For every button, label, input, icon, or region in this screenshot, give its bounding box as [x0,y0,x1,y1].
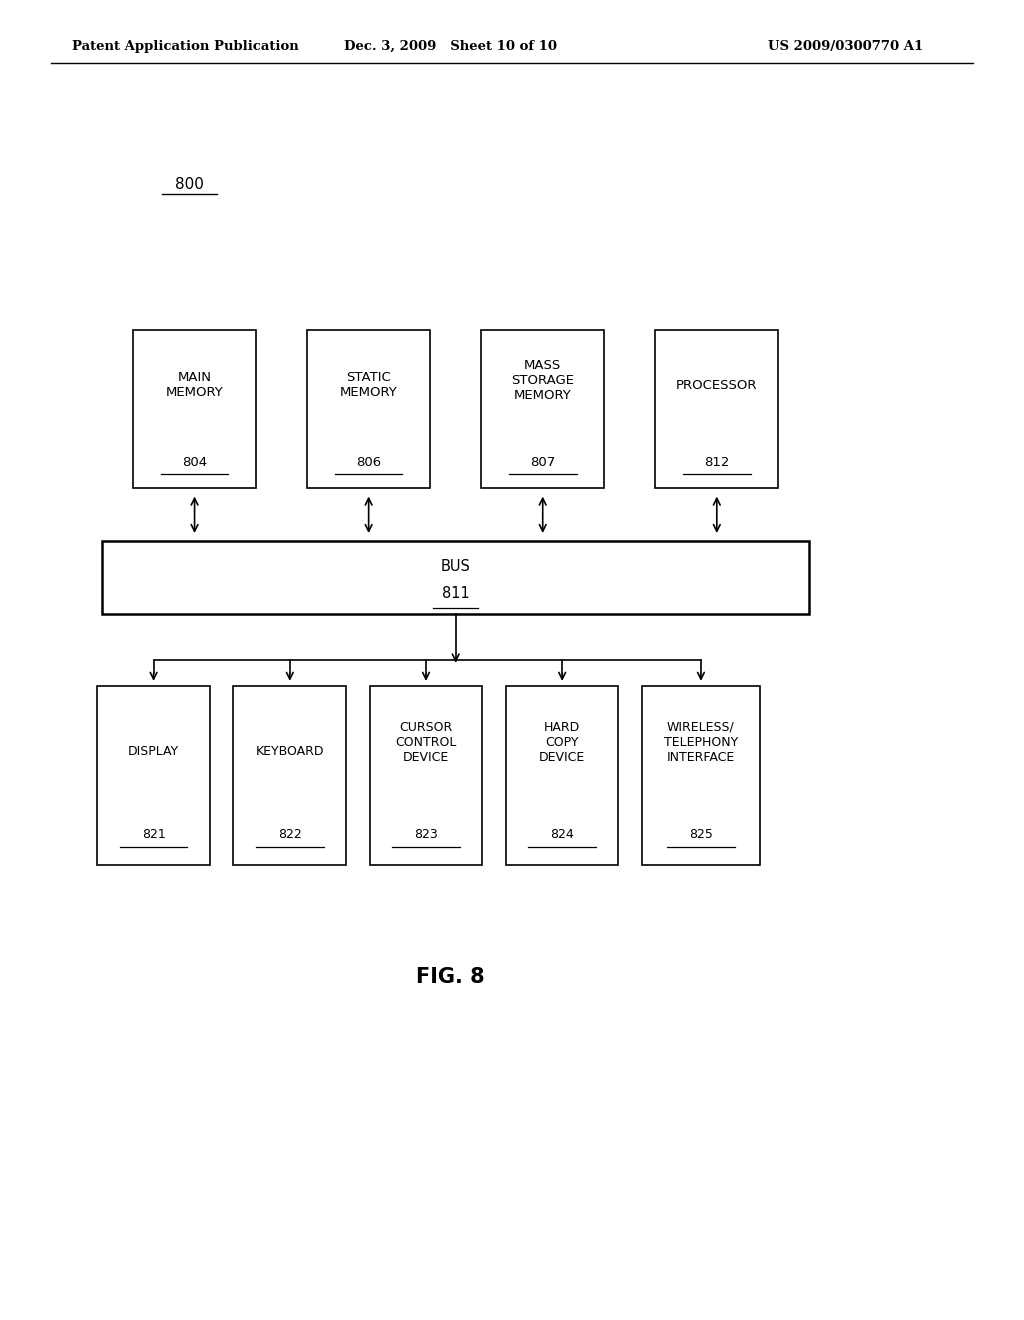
Bar [97,686,210,865]
Text: 804: 804 [182,455,207,469]
Text: 822: 822 [278,829,302,841]
Text: 812: 812 [705,455,729,469]
Bar [307,330,430,488]
Text: FIG. 8: FIG. 8 [416,966,485,987]
Text: 811: 811 [441,586,470,601]
Text: 807: 807 [530,455,555,469]
Bar [133,330,256,488]
Text: CURSOR
CONTROL
DEVICE: CURSOR CONTROL DEVICE [395,721,457,764]
Text: KEYBOARD: KEYBOARD [256,746,324,758]
Bar [481,330,604,488]
Bar [655,330,778,488]
Text: 821: 821 [141,829,166,841]
Text: 806: 806 [356,455,381,469]
Text: MAIN
MEMORY: MAIN MEMORY [166,371,223,400]
Text: US 2009/0300770 A1: US 2009/0300770 A1 [768,40,924,53]
Bar [102,541,809,614]
Text: STATIC
MEMORY: STATIC MEMORY [340,371,397,400]
Text: 800: 800 [175,177,204,193]
Text: DISPLAY: DISPLAY [128,746,179,758]
Bar [506,686,618,865]
Bar [642,686,760,865]
Bar [233,686,346,865]
Text: HARD
COPY
DEVICE: HARD COPY DEVICE [539,721,586,764]
Text: MASS
STORAGE
MEMORY: MASS STORAGE MEMORY [511,359,574,401]
Text: PROCESSOR: PROCESSOR [676,379,758,392]
Text: 823: 823 [414,829,438,841]
Text: 825: 825 [689,829,713,841]
Bar [370,686,482,865]
Text: WIRELESS/
TELEPHONY
INTERFACE: WIRELESS/ TELEPHONY INTERFACE [664,721,738,764]
Text: BUS: BUS [440,560,471,574]
Text: 824: 824 [550,829,574,841]
Text: Patent Application Publication: Patent Application Publication [72,40,298,53]
Text: Dec. 3, 2009   Sheet 10 of 10: Dec. 3, 2009 Sheet 10 of 10 [344,40,557,53]
